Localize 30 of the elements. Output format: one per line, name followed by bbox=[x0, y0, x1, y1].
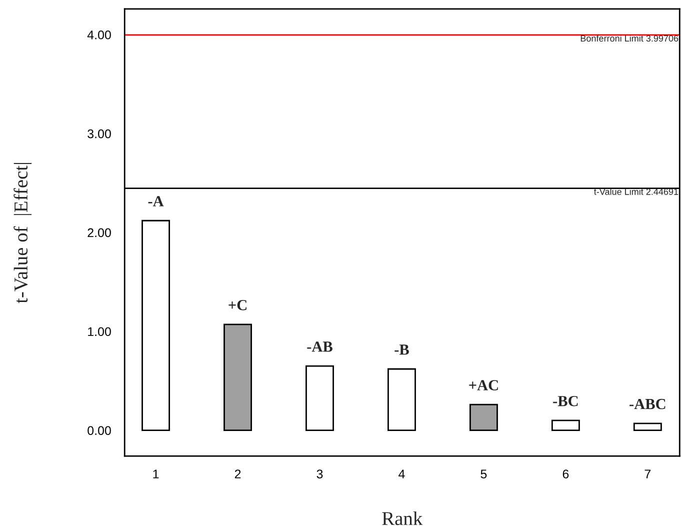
ref-line-label: Bonferroni Limit 3.99706 bbox=[580, 34, 678, 42]
x-tick-label: 6 bbox=[562, 470, 569, 478]
x-tick-label: 4 bbox=[398, 470, 405, 478]
x-tick-label: 5 bbox=[480, 470, 487, 478]
bar bbox=[224, 324, 252, 432]
y-tick-label: 0.00 bbox=[88, 426, 111, 435]
x-tick-label: 1 bbox=[153, 470, 159, 478]
annotation: -AB bbox=[307, 342, 332, 352]
x-tick-label: 2 bbox=[234, 470, 241, 478]
annotation: -A bbox=[148, 196, 164, 206]
x-tick-label: 3 bbox=[316, 470, 323, 478]
bar bbox=[142, 220, 170, 432]
y-tick-label: 1.00 bbox=[88, 327, 111, 336]
annotation: -ABC bbox=[630, 398, 666, 410]
annotation: +C bbox=[228, 300, 246, 310]
bar bbox=[306, 365, 334, 432]
ref-line-label: t-Value Limit 2.44691 bbox=[594, 188, 678, 195]
x-axis-title: Rank bbox=[382, 511, 423, 526]
bar bbox=[469, 404, 498, 432]
x-tick-label: 7 bbox=[644, 470, 651, 478]
y-axis-title: t-Value of |Effect| bbox=[14, 163, 32, 304]
bar bbox=[388, 368, 416, 432]
y-tick-label: 3.00 bbox=[88, 129, 111, 138]
bar bbox=[551, 420, 580, 432]
bar bbox=[633, 422, 662, 432]
annotation: -B bbox=[394, 344, 409, 355]
y-tick-label: 2.00 bbox=[88, 228, 111, 238]
y-tick-label: 4.00 bbox=[87, 30, 111, 40]
annotation: -BC bbox=[553, 396, 578, 406]
annotation: +AC bbox=[469, 380, 498, 390]
